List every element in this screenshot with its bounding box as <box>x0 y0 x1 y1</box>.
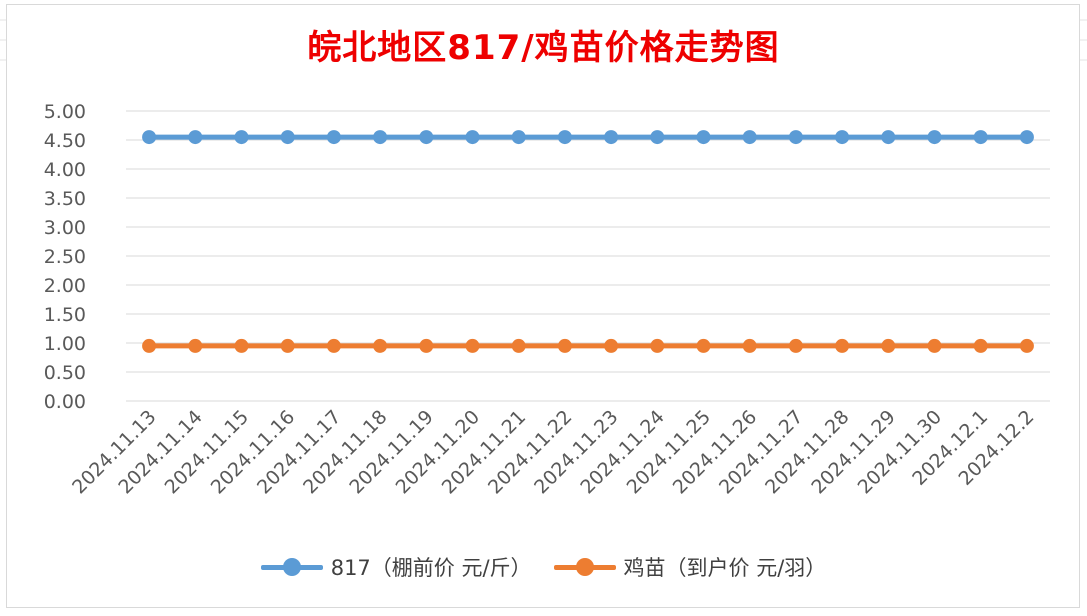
data-point <box>788 130 803 145</box>
data-point <box>188 338 203 353</box>
data-point <box>788 338 803 353</box>
data-point <box>650 130 665 145</box>
data-point <box>511 338 526 353</box>
y-tick-label: 4.00 <box>44 159 86 181</box>
y-tick-label: 0.00 <box>44 391 86 413</box>
data-point <box>465 130 480 145</box>
legend-item-817: 817（棚前价 元/斤） <box>260 552 532 582</box>
data-point <box>835 130 850 145</box>
data-point <box>927 338 942 353</box>
data-point <box>326 130 341 145</box>
data-point <box>465 338 480 353</box>
data-point <box>419 338 434 353</box>
data-point <box>557 130 572 145</box>
legend-item-chick: 鸡苗（到户价 元/羽） <box>553 552 827 582</box>
data-point <box>557 338 572 353</box>
y-tick-label: 5.00 <box>44 101 86 123</box>
data-point <box>234 338 249 353</box>
data-point <box>742 338 757 353</box>
data-point <box>326 338 341 353</box>
data-point <box>696 130 711 145</box>
data-point <box>280 338 295 353</box>
y-tick-label: 3.50 <box>44 188 86 210</box>
data-point <box>511 130 526 145</box>
data-point <box>373 130 388 145</box>
data-point <box>650 338 665 353</box>
y-tick-label: 3.00 <box>44 217 86 239</box>
data-point <box>604 338 619 353</box>
y-tick-label: 1.50 <box>44 304 86 326</box>
data-point <box>881 338 896 353</box>
legend-label-chick: 鸡苗（到户价 元/羽） <box>623 556 827 580</box>
y-tick-label: 1.00 <box>44 333 86 355</box>
legend-swatch-chick <box>553 557 616 577</box>
chart-title: 皖北地区817/鸡苗价格走势图 <box>307 28 780 68</box>
chart-legend: 817（棚前价 元/斤） 鸡苗（到户价 元/羽） <box>0 552 1087 582</box>
data-point <box>234 130 249 145</box>
data-point <box>881 130 896 145</box>
data-point <box>373 338 388 353</box>
data-point <box>696 338 711 353</box>
data-point <box>1019 338 1034 353</box>
data-point <box>742 130 757 145</box>
legend-swatch-817 <box>260 557 323 577</box>
data-point <box>927 130 942 145</box>
data-point <box>280 130 295 145</box>
data-point <box>973 338 988 353</box>
y-tick-label: 2.00 <box>44 275 86 297</box>
y-tick-label: 2.50 <box>44 246 86 268</box>
legend-label-817: 817（棚前价 元/斤） <box>330 556 532 580</box>
data-point <box>142 338 157 353</box>
data-point <box>835 338 850 353</box>
data-point <box>188 130 203 145</box>
data-point <box>142 130 157 145</box>
data-point <box>604 130 619 145</box>
data-point <box>419 130 434 145</box>
chart-area[interactable] <box>6 4 1080 608</box>
data-point <box>1019 130 1034 145</box>
data-point <box>973 130 988 145</box>
y-tick-label: 4.50 <box>44 130 86 152</box>
y-tick-label: 0.50 <box>44 362 86 384</box>
